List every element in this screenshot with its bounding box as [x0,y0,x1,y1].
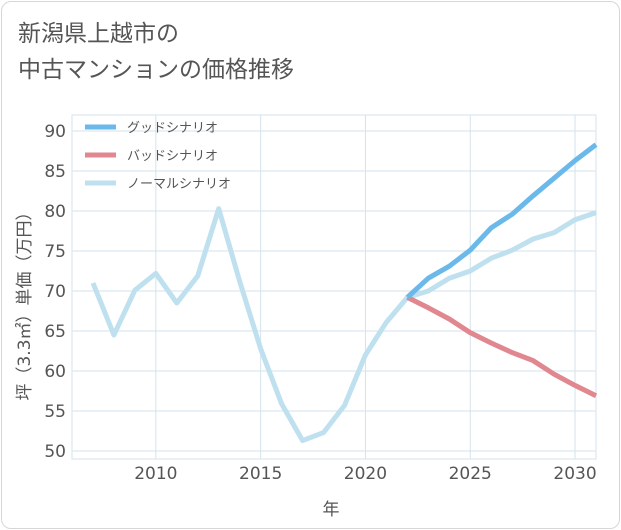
x-tick-label: 2010 [134,464,177,484]
y-tick-label: 70 [44,282,66,302]
x-tick-label: 2030 [553,464,596,484]
y-tick-label: 50 [44,442,66,462]
y-tick-label: 80 [44,202,66,222]
y-tick-label: 85 [44,162,66,182]
axes: 50 55 60 65 70 75 80 85 90 2010 2015 2020 2025 2030 [44,122,596,484]
series-line-1 [406,295,598,399]
legend-label-2: ノーマルシナリオ [127,177,231,192]
y-tick-label: 60 [44,362,66,382]
x-axis-label: 年 [323,500,340,520]
y-tick-label: 65 [44,322,66,342]
y-axis-label: 坪（3.3㎡）単価（万円） [15,203,35,400]
series-line-0 [405,142,598,300]
grid [71,114,597,460]
x-tick-label: 2020 [344,464,387,484]
series-line-2 [90,206,597,444]
y-tick-label: 55 [44,402,66,422]
y-tick-label: 90 [44,122,66,142]
y-tick-label: 75 [44,242,66,262]
plot-border [71,114,597,460]
x-tick-label: 2015 [239,464,282,484]
series-lines [90,142,598,444]
title-line-1: 新潟県上越市の [18,21,179,47]
x-tick-label: 2025 [449,464,492,484]
title-line-2: 中古マンションの価格推移 [18,57,294,83]
chart-title: 新潟県上越市の 中古マンションの価格推移 [18,16,294,88]
legend-label-0: グッドシナリオ [127,121,218,136]
legend-label-1: バッドシナリオ [127,149,218,164]
